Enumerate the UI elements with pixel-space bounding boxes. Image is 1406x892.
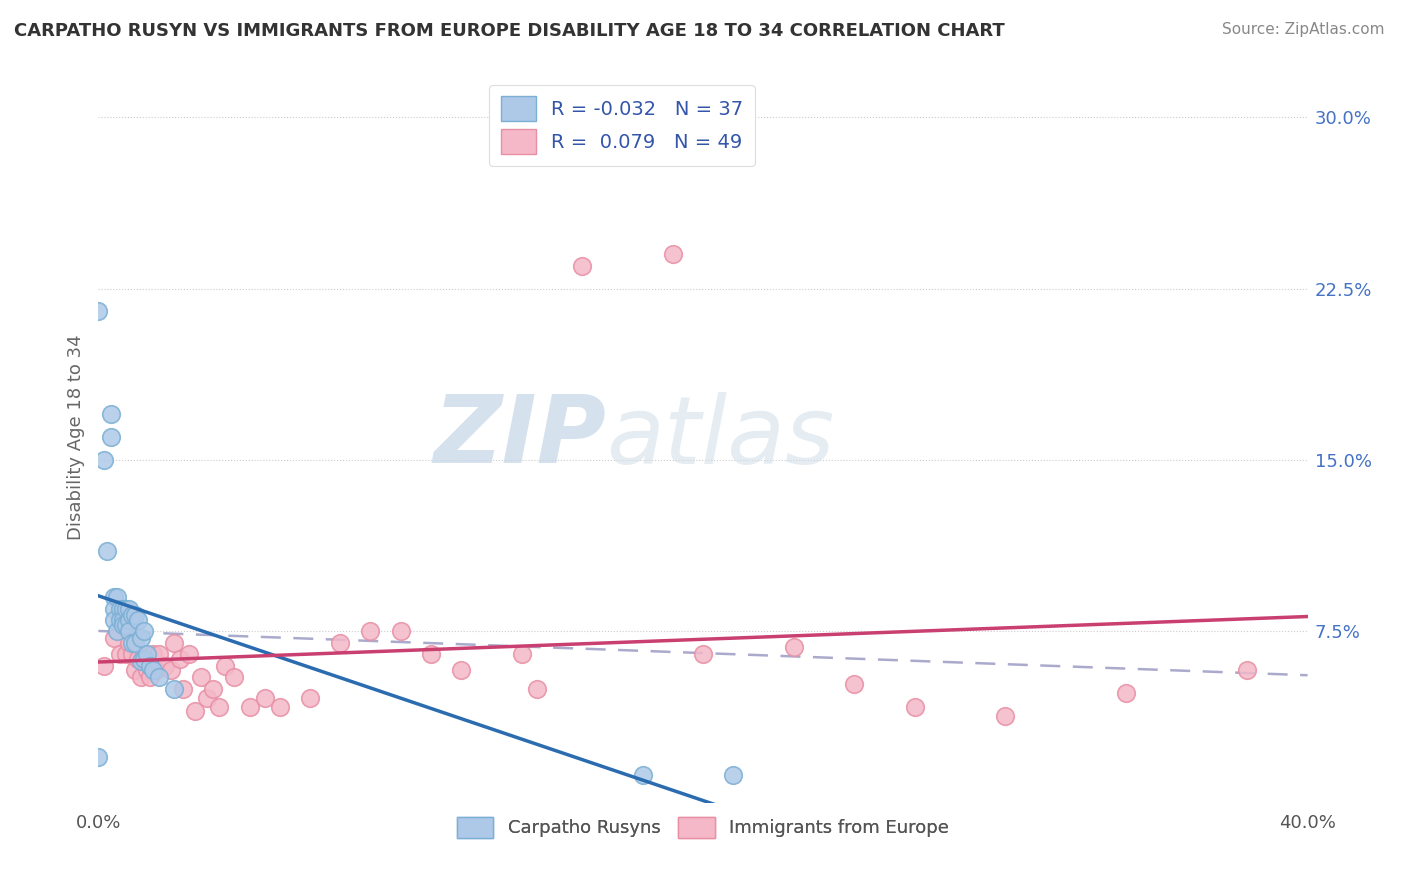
Point bbox=[100, 430, 122, 444]
Y-axis label: Disability Age 18 to 34: Disability Age 18 to 34 bbox=[66, 334, 84, 540]
Point bbox=[100, 407, 122, 421]
Point bbox=[526, 681, 548, 696]
Point bbox=[1236, 663, 1258, 677]
Point bbox=[132, 624, 155, 639]
Point bbox=[103, 601, 125, 615]
Point bbox=[132, 652, 155, 666]
Point bbox=[510, 647, 533, 661]
Point bbox=[108, 613, 131, 627]
Point bbox=[360, 624, 382, 639]
Point bbox=[124, 608, 146, 623]
Point bbox=[135, 647, 157, 661]
Point bbox=[195, 690, 218, 705]
Point bbox=[420, 647, 443, 661]
Point bbox=[93, 453, 115, 467]
Point bbox=[127, 613, 149, 627]
Point bbox=[111, 613, 134, 627]
Point bbox=[124, 636, 146, 650]
Point bbox=[103, 590, 125, 604]
Point bbox=[135, 663, 157, 677]
Point bbox=[163, 681, 186, 696]
Point bbox=[103, 632, 125, 646]
Point bbox=[118, 613, 141, 627]
Point bbox=[118, 624, 141, 639]
Point bbox=[111, 608, 134, 623]
Point bbox=[148, 647, 170, 661]
Point bbox=[723, 768, 745, 782]
Point bbox=[87, 750, 110, 764]
Point bbox=[139, 658, 162, 673]
Point bbox=[389, 624, 412, 639]
Point bbox=[108, 647, 131, 661]
Point bbox=[139, 670, 162, 684]
Point bbox=[145, 663, 167, 677]
Point bbox=[661, 247, 683, 261]
Point bbox=[299, 690, 322, 705]
Point bbox=[239, 699, 262, 714]
Point bbox=[114, 647, 136, 661]
Point bbox=[108, 601, 131, 615]
Point bbox=[269, 699, 291, 714]
Point bbox=[87, 304, 110, 318]
Point bbox=[124, 663, 146, 677]
Point bbox=[692, 647, 714, 661]
Point bbox=[118, 601, 141, 615]
Point bbox=[111, 601, 134, 615]
Point bbox=[121, 647, 143, 661]
Point bbox=[179, 647, 201, 661]
Point bbox=[111, 617, 134, 632]
Point bbox=[172, 681, 194, 696]
Point bbox=[329, 636, 352, 650]
Point bbox=[103, 613, 125, 627]
Point bbox=[253, 690, 276, 705]
Point bbox=[450, 663, 472, 677]
Point bbox=[844, 677, 866, 691]
Point bbox=[153, 658, 176, 673]
Point bbox=[142, 663, 165, 677]
Point bbox=[132, 647, 155, 661]
Point bbox=[783, 640, 806, 655]
Point bbox=[904, 699, 927, 714]
Point bbox=[214, 658, 236, 673]
Point bbox=[160, 663, 183, 677]
Point bbox=[129, 670, 152, 684]
Point bbox=[190, 670, 212, 684]
Point bbox=[121, 636, 143, 650]
Text: CARPATHO RUSYN VS IMMIGRANTS FROM EUROPE DISABILITY AGE 18 TO 34 CORRELATION CHA: CARPATHO RUSYN VS IMMIGRANTS FROM EUROPE… bbox=[14, 22, 1005, 40]
Point bbox=[96, 544, 118, 558]
Point bbox=[105, 624, 128, 639]
Point bbox=[118, 636, 141, 650]
Point bbox=[148, 670, 170, 684]
Point bbox=[224, 670, 246, 684]
Text: atlas: atlas bbox=[606, 392, 835, 483]
Point bbox=[163, 636, 186, 650]
Point bbox=[129, 632, 152, 646]
Point bbox=[114, 617, 136, 632]
Point bbox=[93, 658, 115, 673]
Point bbox=[129, 654, 152, 668]
Point bbox=[1115, 686, 1137, 700]
Legend: Carpatho Rusyns, Immigrants from Europe: Carpatho Rusyns, Immigrants from Europe bbox=[450, 810, 956, 845]
Point bbox=[114, 601, 136, 615]
Point bbox=[121, 608, 143, 623]
Point bbox=[169, 652, 191, 666]
Point bbox=[571, 259, 593, 273]
Point bbox=[994, 709, 1017, 723]
Point bbox=[127, 652, 149, 666]
Point bbox=[142, 647, 165, 661]
Point bbox=[202, 681, 225, 696]
Point bbox=[184, 705, 207, 719]
Point bbox=[631, 768, 654, 782]
Point bbox=[208, 699, 231, 714]
Text: Source: ZipAtlas.com: Source: ZipAtlas.com bbox=[1222, 22, 1385, 37]
Text: ZIP: ZIP bbox=[433, 391, 606, 483]
Point bbox=[105, 590, 128, 604]
